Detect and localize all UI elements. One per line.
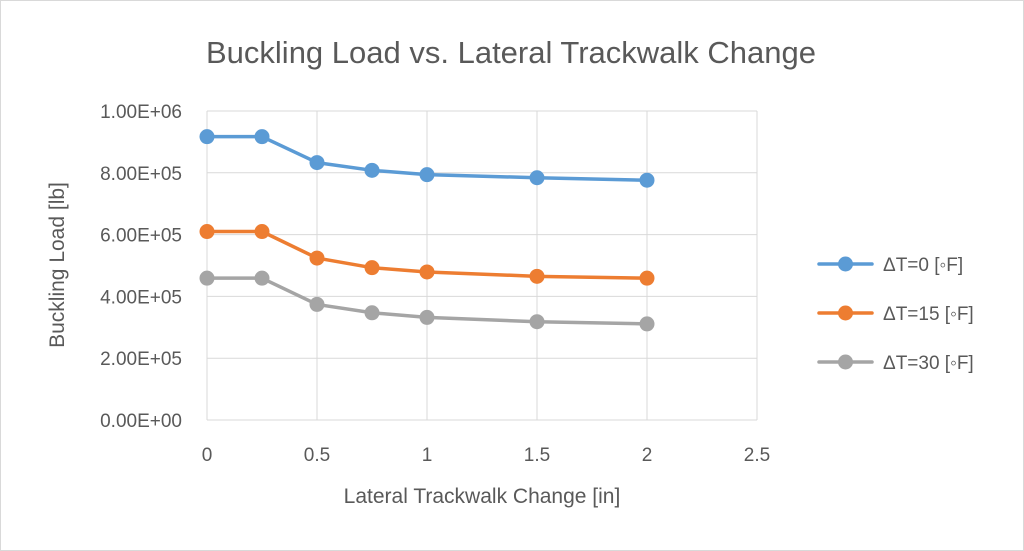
x-tick-label: 2 bbox=[642, 445, 653, 466]
data-point-1 bbox=[529, 268, 545, 284]
y-tick-label: 1.00E+06 bbox=[100, 102, 182, 123]
legend-label-0: ΔT=0 [◦F] bbox=[883, 255, 963, 276]
y-tick-label: 4.00E+05 bbox=[100, 287, 182, 308]
x-tick-label: 0 bbox=[202, 445, 213, 466]
legend-marker-0 bbox=[838, 256, 853, 272]
data-point-2 bbox=[529, 314, 545, 330]
y-axis-title: Buckling Load [lb] bbox=[46, 182, 69, 348]
data-point-0 bbox=[419, 167, 435, 183]
data-point-2 bbox=[254, 270, 270, 286]
legend: ΔT=0 [◦F] ΔT=15 [◦F] ΔT=30 [◦F] bbox=[817, 255, 974, 374]
y-tick-label: 0.00E+00 bbox=[100, 411, 182, 432]
x-tick-label: 0.5 bbox=[304, 445, 330, 466]
data-point-0 bbox=[309, 155, 325, 171]
data-point-2 bbox=[639, 316, 655, 332]
legend-label-2: ΔT=30 [◦F] bbox=[883, 353, 974, 374]
tick-labels: 0 0.5 1 1.5 2 2.5 0.00E+00 2.00E+05 4.00E+05 6.00… bbox=[100, 102, 770, 466]
x-tick-label: 2.5 bbox=[744, 445, 770, 466]
data-point-2 bbox=[364, 305, 380, 321]
data-point-1 bbox=[639, 270, 655, 286]
data-point-0 bbox=[639, 172, 655, 188]
y-tick-label: 2.00E+05 bbox=[100, 349, 182, 370]
data-point-1 bbox=[419, 264, 435, 280]
series-lines bbox=[199, 129, 655, 332]
data-point-2 bbox=[419, 309, 435, 325]
chart-title: Buckling Load vs. Lateral Trackwalk Chan… bbox=[206, 35, 816, 70]
data-point-0 bbox=[529, 170, 545, 186]
data-point-1 bbox=[199, 224, 215, 240]
legend-marker-2 bbox=[838, 354, 853, 370]
y-tick-label: 8.00E+05 bbox=[100, 164, 182, 185]
data-point-1 bbox=[309, 250, 325, 266]
data-point-2 bbox=[199, 270, 215, 286]
data-point-0 bbox=[364, 162, 380, 178]
data-point-1 bbox=[364, 260, 380, 276]
gridlines bbox=[206, 110, 758, 421]
x-axis-title: Lateral Trackwalk Change [in] bbox=[344, 485, 621, 508]
y-tick-label: 6.00E+05 bbox=[100, 226, 182, 247]
legend-label-1: ΔT=15 [◦F] bbox=[883, 304, 974, 325]
data-point-1 bbox=[254, 224, 270, 240]
data-point-0 bbox=[254, 129, 270, 145]
x-tick-label: 1 bbox=[422, 445, 433, 466]
legend-marker-1 bbox=[838, 305, 853, 321]
data-point-2 bbox=[309, 296, 325, 312]
x-tick-label: 1.5 bbox=[524, 445, 550, 466]
data-point-0 bbox=[199, 129, 215, 145]
